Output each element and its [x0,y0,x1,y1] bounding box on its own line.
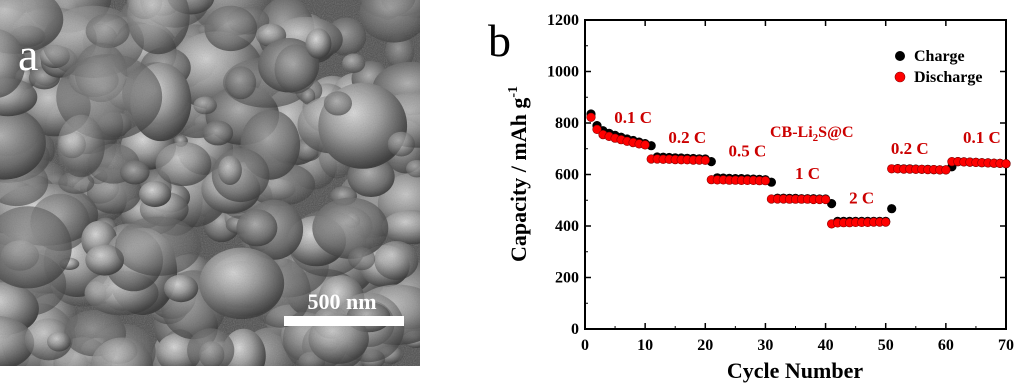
rate-label: 0.5 C [728,141,766,160]
sem-particle [274,44,318,94]
sem-grain-overlay [0,0,420,366]
discharge-point [881,217,891,227]
sem-particle [236,209,278,247]
legend: Charge Discharge [894,48,982,86]
sem-particle [0,316,35,366]
sem-particle [0,206,72,289]
rate-label: 0.2 C [891,139,929,158]
sem-particle [85,13,130,49]
sem-particle [90,337,154,366]
sample-label: CB-Li2S@C [770,124,854,144]
sem-particle [225,66,257,100]
sem-particle [120,160,150,185]
y-tick-label: 600 [555,167,579,184]
sem-particle [0,106,46,180]
y-tick-label: 1000 [547,64,579,81]
rate-label: 1 C [795,164,820,183]
sem-particle [47,331,71,352]
sem-particle [115,216,202,276]
rate-label: 0.1 C [614,108,652,127]
sample-label-main: CB-Li [770,124,813,141]
rate-label: 0.1 C [963,128,1001,147]
x-tick-label: 20 [697,337,713,354]
charge-point [887,204,897,214]
sem-particle [385,34,415,70]
discharge-point [941,165,951,175]
scale-bar [284,316,404,326]
discharge-point [592,124,602,134]
y-tick-label: 1200 [547,12,579,29]
discharge-point [1001,159,1011,169]
sem-particle [139,181,172,207]
sem-particle [348,247,376,271]
sample-label-tail: S@C [818,124,853,141]
discharge-point [821,194,831,205]
sem-particle [323,91,352,116]
legend-charge-marker [895,51,905,61]
x-axis-label: Cycle Number [727,358,863,383]
sem-particle [374,241,419,280]
y-axis-label-superscript: -1 [506,86,521,98]
sem-particle [305,28,332,59]
sem-particle [312,197,389,259]
x-tick-label: 30 [757,337,773,354]
sem-particle [382,210,420,245]
sem-particle [218,155,242,185]
sem-particle [202,120,234,146]
legend-discharge-label: Discharge [914,69,982,86]
legend-discharge-marker [894,71,906,83]
x-tick-label: 10 [637,337,653,354]
legend-charge-label: Charge [914,48,965,65]
y-tick-label: 200 [555,270,579,287]
y-axis-label: Capacity / mAh g-1 [506,86,531,262]
sem-particle [359,0,420,43]
sem-particle [342,53,366,73]
discharge-point [760,176,771,186]
discharge-point [640,140,650,150]
rate-label: 2 C [849,188,874,207]
sem-particle [58,171,95,194]
panel-letter-b: b [488,15,511,66]
sem-particle [85,244,125,276]
sem-particle [199,247,285,320]
discharge-point [700,155,710,165]
sem-particle [406,160,420,178]
sem-particle [308,313,369,364]
sem-particle [155,142,212,186]
sample-label-subscript: 2 [813,132,819,144]
rate-label: 0.2 C [668,128,706,147]
sem-particle [204,5,258,52]
sem-particle [0,29,26,98]
x-tick-label: 40 [818,337,834,354]
panel-letter-a: a [18,29,38,80]
sem-particle [387,131,415,157]
y-axis-label-main: Capacity / mAh g [506,98,531,262]
x-tick-label: 0 [581,337,589,354]
y-tick-label: 800 [555,115,579,132]
sem-particle [127,0,190,55]
y-tick-label: 0 [571,321,579,338]
sem-particle [193,96,217,115]
x-tick-label: 60 [938,337,954,354]
sem-particle [300,87,316,105]
scale-bar-label: 500 nm [307,289,376,314]
sem-particle [57,114,105,178]
x-tick-label: 50 [878,337,894,354]
discharge-point [586,112,596,122]
rate-chart: b 0 10 20 30 40 50 60 70 0 200 400 600 800 1000 1200 0… [488,12,1014,383]
x-tick-label: 70 [998,337,1014,354]
y-tick-label: 400 [555,218,579,235]
sem-image: a 500 nm [0,0,420,366]
sem-particle [187,328,235,366]
sem-particle [164,274,199,303]
